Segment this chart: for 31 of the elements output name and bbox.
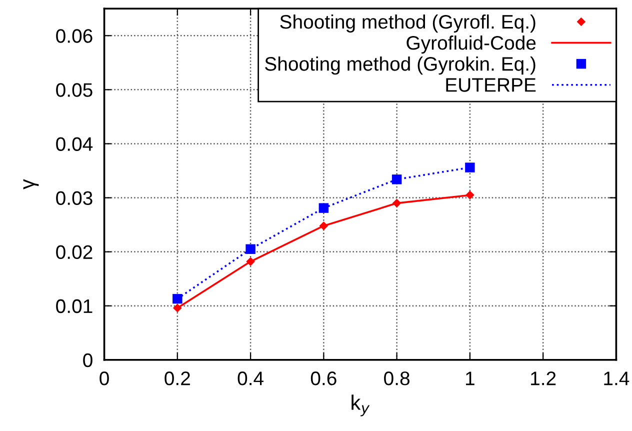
y-tick-label: 0.04: [56, 137, 93, 151]
point: [318, 203, 329, 213]
x-tick-label: 0.8: [384, 372, 410, 386]
point: [466, 190, 474, 200]
legend-label: Gyrofluid-Code: [406, 35, 536, 54]
x-tick-label: 1: [466, 372, 474, 386]
point: [172, 304, 182, 312]
legend-label: Shooting method (Gyrofl. Eq.): [280, 14, 536, 33]
point: [392, 174, 402, 184]
point: [392, 198, 402, 208]
y-tick-label: 0.03: [56, 191, 92, 205]
x-tick-label: 1.2: [531, 372, 556, 386]
legend-label: EUTERPE: [446, 78, 536, 92]
y-tick-label: 0.05: [56, 83, 92, 97]
point: [465, 162, 475, 172]
point: [319, 221, 328, 230]
point: [246, 244, 256, 254]
y-axis-title: γ: [23, 179, 39, 190]
y-tick-label: 0.06: [56, 29, 92, 43]
x-tick-label: 0: [100, 372, 109, 386]
point: [172, 294, 182, 304]
y-tick-label: 0.02: [56, 245, 92, 260]
legend-label: Shooting method (Gyrokin. Eq.): [265, 56, 536, 75]
x-axis-title: k$_{y}$: [352, 394, 370, 416]
y-tick-label: 0: [83, 353, 92, 368]
y-tick-label: 0.01: [56, 299, 92, 314]
x-tick-label: 1.4: [604, 372, 630, 386]
x-tick-label: 0.2: [164, 372, 190, 386]
x-tick-label: 0.4: [238, 372, 264, 386]
point: [246, 257, 255, 266]
x-tick-label: 0.6: [310, 372, 336, 386]
